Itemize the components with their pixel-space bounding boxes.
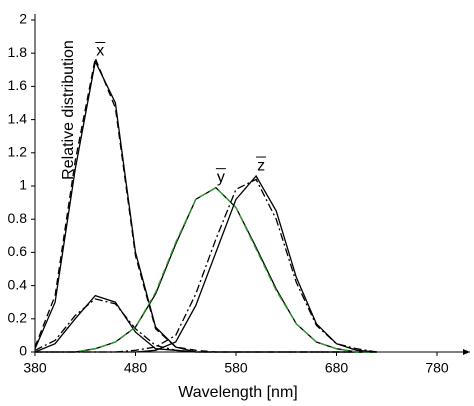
x-tick-label: 580	[224, 360, 248, 376]
x-tick-label: 680	[325, 360, 349, 376]
curve	[35, 174, 377, 353]
y-tick-label: 0.8	[8, 210, 28, 226]
y-tick-label: 0	[19, 343, 27, 359]
x-tick-label: 780	[425, 360, 449, 376]
curve-label: z	[257, 157, 265, 174]
curve	[35, 186, 377, 353]
x-axis-label: Wavelength [nm]	[178, 384, 297, 401]
y-tick-label: 1.4	[8, 110, 28, 126]
curve	[35, 186, 377, 353]
y-tick-label: 2	[19, 11, 27, 27]
y-tick-label: 1.2	[8, 144, 28, 160]
curve	[34, 298, 377, 353]
y-tick-label: 0.4	[8, 276, 28, 292]
curve	[34, 55, 377, 353]
x-tick-label: 480	[124, 360, 148, 376]
y-axis-label: Relative distribution	[60, 40, 77, 180]
y-tick-label: 1.6	[8, 77, 28, 93]
curve	[34, 294, 377, 353]
curve-label: y	[217, 169, 225, 186]
x-tick-label: 380	[23, 360, 47, 376]
curve	[35, 178, 377, 353]
y-tick-label: 0.2	[8, 310, 28, 326]
y-tick-label: 0.6	[8, 243, 28, 259]
y-tick-label: 1.8	[8, 44, 28, 60]
y-tick-label: 1	[19, 177, 27, 193]
curve-label: x	[96, 43, 104, 60]
